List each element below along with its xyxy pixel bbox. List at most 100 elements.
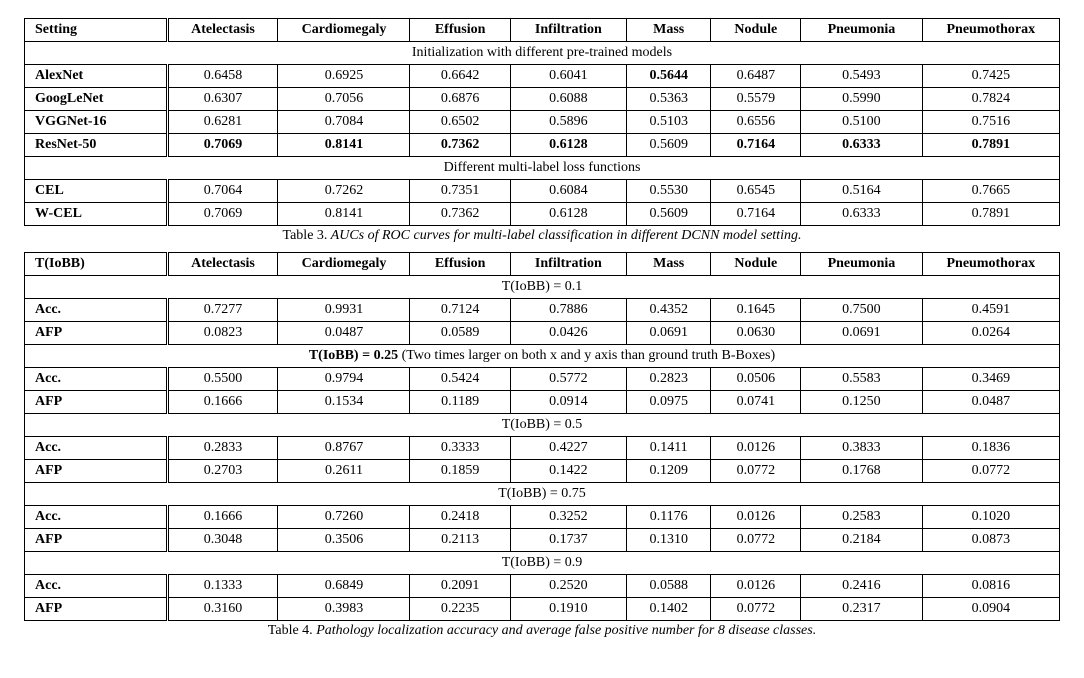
section-row: T(IoBB) = 0.5 bbox=[25, 414, 1060, 437]
row-label: Acc. bbox=[25, 368, 168, 391]
cell: 0.1422 bbox=[510, 460, 626, 483]
cell: 0.6545 bbox=[711, 180, 801, 203]
section-title: T(IoBB) = 0.5 bbox=[25, 414, 1060, 437]
table-row: Acc.0.55000.97940.54240.57720.28230.0506… bbox=[25, 368, 1060, 391]
cell: 0.0126 bbox=[711, 575, 801, 598]
section-row: T(IoBB) = 0.1 bbox=[25, 276, 1060, 299]
cell: 0.1910 bbox=[510, 598, 626, 621]
cell: 0.7069 bbox=[167, 134, 278, 157]
cell: 0.4227 bbox=[510, 437, 626, 460]
section-title: T(IoBB) = 0.9 bbox=[25, 552, 1060, 575]
table4-container: T(IoBB)AtelectasisCardiomegalyEffusionIn… bbox=[24, 252, 1060, 621]
cell: 0.7064 bbox=[167, 180, 278, 203]
cell: 0.4591 bbox=[922, 299, 1059, 322]
cell: 0.0589 bbox=[410, 322, 510, 345]
cell: 0.1859 bbox=[410, 460, 510, 483]
row-label: Acc. bbox=[25, 437, 168, 460]
cell: 0.3333 bbox=[410, 437, 510, 460]
cell: 0.0487 bbox=[922, 391, 1059, 414]
cell: 0.7260 bbox=[278, 506, 410, 529]
header-corner: Setting bbox=[25, 19, 168, 42]
table-row: AFP0.08230.04870.05890.04260.06910.06300… bbox=[25, 322, 1060, 345]
cell: 0.8141 bbox=[278, 134, 410, 157]
cell: 0.2833 bbox=[167, 437, 278, 460]
row-label: AlexNet bbox=[25, 65, 168, 88]
cell: 0.5896 bbox=[510, 111, 626, 134]
column-header: Cardiomegaly bbox=[278, 19, 410, 42]
cell: 0.6128 bbox=[510, 203, 626, 226]
column-header: Nodule bbox=[711, 253, 801, 276]
cell: 0.0691 bbox=[801, 322, 922, 345]
cell: 0.1020 bbox=[922, 506, 1059, 529]
cell: 0.2184 bbox=[801, 529, 922, 552]
cell: 0.9794 bbox=[278, 368, 410, 391]
row-label: W-CEL bbox=[25, 203, 168, 226]
row-label: CEL bbox=[25, 180, 168, 203]
cell: 0.2418 bbox=[410, 506, 510, 529]
cell: 0.2235 bbox=[410, 598, 510, 621]
cell: 0.6502 bbox=[410, 111, 510, 134]
cell: 0.0904 bbox=[922, 598, 1059, 621]
cell: 0.0487 bbox=[278, 322, 410, 345]
cell: 0.1666 bbox=[167, 391, 278, 414]
table3-container: SettingAtelectasisCardiomegalyEffusionIn… bbox=[24, 18, 1060, 226]
column-header: Nodule bbox=[711, 19, 801, 42]
cell: 0.6281 bbox=[167, 111, 278, 134]
section-title: T(IoBB) = 0.75 bbox=[25, 483, 1060, 506]
column-header: Pneumonia bbox=[801, 19, 922, 42]
table-row: AlexNet0.64580.69250.66420.60410.56440.6… bbox=[25, 65, 1060, 88]
cell: 0.2113 bbox=[410, 529, 510, 552]
cell: 0.0588 bbox=[626, 575, 710, 598]
cell: 0.3160 bbox=[167, 598, 278, 621]
table4-caption-text: Pathology localization accuracy and aver… bbox=[316, 623, 816, 638]
section-row: Different multi-label loss functions bbox=[25, 157, 1060, 180]
table-header-row: SettingAtelectasisCardiomegalyEffusionIn… bbox=[25, 19, 1060, 42]
cell: 0.5609 bbox=[626, 203, 710, 226]
column-header: Pneumothorax bbox=[922, 19, 1059, 42]
cell: 0.2611 bbox=[278, 460, 410, 483]
cell: 0.5530 bbox=[626, 180, 710, 203]
cell: 0.2583 bbox=[801, 506, 922, 529]
row-label: VGGNet-16 bbox=[25, 111, 168, 134]
cell: 0.6642 bbox=[410, 65, 510, 88]
cell: 0.7351 bbox=[410, 180, 510, 203]
cell: 0.1737 bbox=[510, 529, 626, 552]
table3-caption: Table 3. AUCs of ROC curves for multi-la… bbox=[24, 228, 1060, 244]
row-label: ResNet-50 bbox=[25, 134, 168, 157]
cell: 0.6487 bbox=[711, 65, 801, 88]
cell: 0.7500 bbox=[801, 299, 922, 322]
cell: 0.7277 bbox=[167, 299, 278, 322]
cell: 0.1189 bbox=[410, 391, 510, 414]
cell: 0.0741 bbox=[711, 391, 801, 414]
table3: SettingAtelectasisCardiomegalyEffusionIn… bbox=[24, 18, 1060, 226]
table-row: W-CEL0.70690.81410.73620.61280.56090.716… bbox=[25, 203, 1060, 226]
cell: 0.0126 bbox=[711, 506, 801, 529]
cell: 0.1333 bbox=[167, 575, 278, 598]
table4: T(IoBB)AtelectasisCardiomegalyEffusionIn… bbox=[24, 252, 1060, 621]
table-row: GoogLeNet0.63070.70560.68760.60880.53630… bbox=[25, 88, 1060, 111]
cell: 0.6333 bbox=[801, 203, 922, 226]
row-label: Acc. bbox=[25, 575, 168, 598]
row-label: AFP bbox=[25, 529, 168, 552]
table-row: Acc.0.72770.99310.71240.78860.43520.1645… bbox=[25, 299, 1060, 322]
section-row: T(IoBB) = 0.25 (Two times larger on both… bbox=[25, 345, 1060, 368]
cell: 0.8767 bbox=[278, 437, 410, 460]
cell: 0.0772 bbox=[711, 529, 801, 552]
cell: 0.5583 bbox=[801, 368, 922, 391]
cell: 0.6849 bbox=[278, 575, 410, 598]
cell: 0.0975 bbox=[626, 391, 710, 414]
cell: 0.3469 bbox=[922, 368, 1059, 391]
cell: 0.6084 bbox=[510, 180, 626, 203]
cell: 0.1250 bbox=[801, 391, 922, 414]
table3-caption-label: Table 3. bbox=[283, 228, 328, 243]
cell: 0.6876 bbox=[410, 88, 510, 111]
column-header: Effusion bbox=[410, 253, 510, 276]
cell: 0.5500 bbox=[167, 368, 278, 391]
cell: 0.7425 bbox=[922, 65, 1059, 88]
cell: 0.5609 bbox=[626, 134, 710, 157]
cell: 0.2823 bbox=[626, 368, 710, 391]
column-header: Effusion bbox=[410, 19, 510, 42]
cell: 0.6041 bbox=[510, 65, 626, 88]
section-title: T(IoBB) = 0.25 (Two times larger on both… bbox=[25, 345, 1060, 368]
row-label: AFP bbox=[25, 322, 168, 345]
